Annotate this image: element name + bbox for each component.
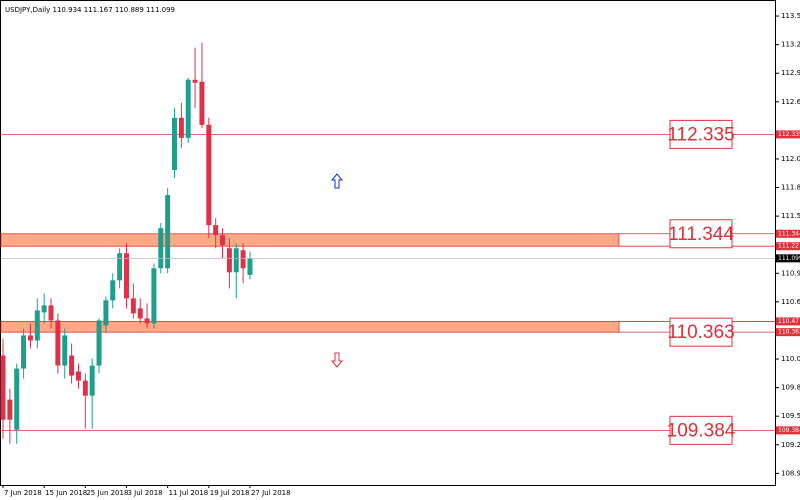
price-tag-label: 111.22 — [778, 243, 799, 250]
y-tick-label: 112.090 — [781, 155, 800, 163]
x-tick-label: 19 Jul 2018 — [210, 489, 250, 497]
candle-body — [14, 368, 20, 430]
candle-body — [96, 320, 102, 366]
candle-body — [130, 298, 136, 314]
y-tick-label: 111.805 — [781, 184, 800, 192]
candle-body — [75, 371, 81, 381]
y-tick-label: 109.525 — [781, 412, 800, 420]
candle-body — [137, 308, 143, 319]
candle-body — [192, 79, 198, 83]
candle-body — [34, 310, 40, 341]
zone — [0, 321, 620, 333]
candle-body — [172, 117, 177, 170]
candle-body — [110, 280, 116, 301]
x-tick-label: 3 Jul 2018 — [127, 489, 162, 497]
x-tick-label: 27 Jul 2018 — [251, 489, 291, 497]
candle-body — [27, 335, 33, 341]
plot-frame — [0, 0, 776, 486]
candle-body — [247, 258, 253, 275]
candle-body — [48, 305, 54, 321]
y-tick-label: 109.810 — [781, 384, 800, 392]
price-tag-label: 110.363 — [778, 329, 800, 336]
down-arrow — [330, 352, 344, 368]
candle-body — [178, 117, 184, 138]
up-arrow — [330, 173, 344, 189]
candle-body — [240, 250, 246, 269]
y-tick-label: 112.945 — [781, 69, 800, 77]
x-tick-label: 25 Jun 2018 — [86, 489, 128, 497]
candle-body — [213, 225, 219, 236]
candle-body — [226, 248, 232, 273]
chart-title: USDJPY,Daily 110.934 111.167 110.889 111… — [5, 6, 175, 14]
price-tag — [776, 254, 800, 263]
x-tick-label: 15 Jun 2018 — [45, 489, 87, 497]
candle-body — [144, 318, 150, 324]
level-box-label: 111.344 — [668, 224, 734, 245]
y-tick-label: 111.520 — [781, 212, 800, 220]
candle-body — [206, 124, 212, 226]
price-tag — [776, 426, 800, 435]
price-tag — [776, 229, 800, 238]
y-tick-label: 110.665 — [781, 298, 800, 306]
level-box — [669, 119, 733, 149]
candle-body — [62, 335, 68, 366]
level-box-label: 110.363 — [667, 322, 734, 343]
y-tick-label: 113.515 — [781, 12, 800, 20]
level-box — [669, 219, 733, 249]
candle-body — [165, 195, 171, 269]
y-tick-label: 112.660 — [781, 98, 800, 106]
candle-body — [185, 79, 191, 138]
y-tick-label: 110.950 — [781, 269, 800, 277]
y-tick-label: 113.230 — [781, 41, 800, 49]
x-tick-label: 7 Jun 2018 — [4, 489, 42, 497]
candle-body — [0, 355, 6, 420]
candle-body — [117, 253, 123, 281]
candle-body — [220, 235, 226, 246]
y-tick-label: 110.095 — [781, 355, 800, 363]
candle-body — [7, 399, 13, 420]
level-box — [669, 317, 733, 347]
candle-body — [41, 305, 47, 313]
candle-body — [55, 320, 61, 366]
price-tag-label: 111.099 — [778, 255, 800, 262]
candle-body — [82, 380, 88, 396]
candle-body — [199, 81, 205, 125]
price-tag — [776, 317, 800, 326]
y-tick-label: 109.240 — [781, 441, 800, 449]
price-tag-label: 110.47 — [778, 318, 799, 325]
price-tag — [776, 328, 800, 337]
price-tag-label: 109.384 — [778, 427, 800, 434]
x-tick-label: 11 Jul 2018 — [169, 489, 209, 497]
price-tag-label: 111.344 — [778, 230, 800, 237]
level-box-label: 109.384 — [667, 420, 736, 441]
candle-body — [69, 355, 75, 376]
price-tag-label: 112.335 — [778, 131, 800, 138]
candle-body — [158, 228, 164, 269]
candle-body — [103, 300, 109, 326]
candle-body — [233, 248, 239, 273]
level-box-label: 112.335 — [667, 124, 734, 145]
price-tag — [776, 130, 800, 139]
candle-body — [123, 253, 129, 299]
price-tag — [776, 242, 800, 251]
candle-body — [89, 365, 95, 396]
zone — [0, 233, 620, 247]
candle-body — [21, 335, 27, 369]
level-box — [669, 415, 733, 445]
y-tick-label: 108.955 — [781, 469, 800, 477]
candle-body — [151, 268, 157, 324]
